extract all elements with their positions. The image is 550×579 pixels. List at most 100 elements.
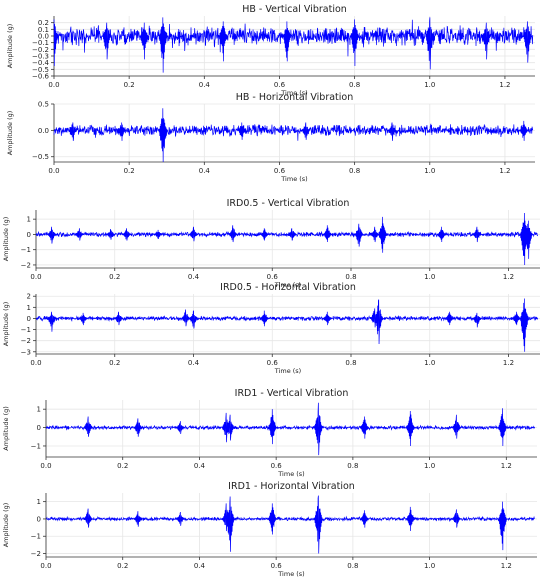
x-axis-label: Time (s) — [277, 470, 304, 478]
chart-panel-1: 0.0 0.2 0.4 0.6 0.8 1.0 1.20.20.10.0−0.1−0.2−0… — [6, 4, 535, 97]
x-tick-label: 0.6 — [267, 359, 279, 367]
x-tick-label: 0.2 — [124, 167, 135, 175]
signal-trace — [53, 17, 534, 73]
x-tick-label: 0.6 — [274, 81, 286, 89]
signal-trace — [45, 402, 536, 456]
y-axis-label: Amplitude (g) — [2, 217, 10, 262]
chart-panel-6: 0.0 0.2 0.4 0.6 0.8 1.0 1.2 1 0 −1 −2 IRD1 - Horizo… — [2, 481, 537, 578]
x-tick-label: 0.2 — [109, 359, 120, 367]
y-tick-label: 0 — [37, 424, 41, 432]
x-tick-label: 1.0 — [424, 359, 435, 367]
x-tick-label: 0.2 — [117, 562, 128, 570]
x-tick-label: 0.0 — [48, 167, 59, 175]
x-axis-label: Time (s) — [280, 175, 307, 183]
x-tick-label: 1.2 — [499, 167, 510, 175]
x-tick-label: 1.0 — [424, 167, 435, 175]
x-tick-label: 0.0 — [40, 562, 51, 570]
y-tick-label: −0.5 — [32, 153, 49, 161]
y-tick-label: 2 — [27, 293, 31, 301]
x-tick-label: 0.0 — [40, 462, 51, 470]
y-tick-label: 0 — [27, 315, 31, 323]
y-tick-label: −1 — [31, 442, 41, 450]
chart-panel-2: 0.0 0.2 0.4 0.6 0.8 1.0 1.2 0.5 0.0 −0.5 HB - Hori… — [6, 92, 535, 183]
y-tick-label: 0.0 — [38, 33, 49, 41]
y-axis-label: Amplitude (g) — [6, 24, 14, 69]
y-axis-label: Amplitude (g) — [2, 503, 10, 548]
x-tick-label: 0.4 — [188, 273, 200, 281]
x-tick-label: 1.2 — [503, 359, 514, 367]
x-tick-label: 0.4 — [199, 81, 211, 89]
chart-panel-5: 0.0 0.2 0.4 0.6 0.8 1.0 1.2 1 0 −1 IRD1 - Vertical… — [2, 388, 537, 478]
y-tick-label: 0 — [37, 515, 41, 523]
y-tick-label: −1 — [31, 533, 41, 541]
y-tick-label: 0.5 — [38, 101, 49, 109]
y-tick-label: −0.1 — [32, 39, 49, 47]
x-axis-label: Time (s) — [277, 570, 304, 578]
y-tick-label: −0.5 — [32, 66, 49, 74]
y-tick-label: −2 — [21, 261, 31, 269]
chart-title: IRD1 - Vertical Vibration — [235, 388, 349, 399]
signal-trace — [53, 108, 534, 163]
y-tick-label: −2 — [21, 337, 31, 345]
y-tick-label: 0.2 — [38, 19, 49, 27]
x-tick-label: 0.2 — [109, 273, 120, 281]
signal-trace — [35, 298, 538, 352]
x-tick-label: 0.4 — [188, 359, 200, 367]
y-tick-label: −0.4 — [32, 59, 50, 67]
x-tick-label: 0.0 — [30, 273, 41, 281]
y-tick-label: −3 — [21, 348, 31, 356]
x-tick-label: 0.6 — [274, 167, 286, 175]
y-tick-label: −1 — [21, 246, 31, 254]
y-tick-label: 1 — [37, 406, 41, 414]
y-tick-label: 0 — [27, 231, 31, 239]
x-tick-label: 0.8 — [347, 462, 358, 470]
x-axis-label: Time (s) — [280, 89, 307, 97]
chart-title: IRD0.5 - Horizontal Vibration — [220, 282, 356, 293]
x-tick-label: 1.0 — [424, 273, 435, 281]
y-tick-label: 1 — [27, 304, 31, 312]
x-tick-label: 0.6 — [271, 562, 283, 570]
x-tick-label: 1.2 — [503, 273, 514, 281]
chart-title: HB - Vertical Vibration — [242, 4, 347, 15]
x-tick-label: 0.6 — [267, 273, 279, 281]
x-axis-label: Time (s) — [274, 367, 301, 375]
x-tick-label: 0.8 — [345, 359, 356, 367]
x-tick-label: 0.6 — [271, 462, 283, 470]
x-tick-label: 0.2 — [124, 81, 135, 89]
signal-trace — [35, 213, 538, 265]
chart-title: IRD0.5 - Vertical Vibration — [227, 198, 350, 209]
chart-title: HB - Horizontal Vibration — [236, 92, 354, 103]
y-axis-label: Amplitude (g) — [2, 406, 10, 451]
x-tick-label: 1.0 — [424, 81, 435, 89]
y-axis-label: Amplitude (g) — [6, 111, 14, 156]
x-axis-label: Time (s) — [274, 281, 301, 289]
y-tick-label: −2 — [31, 550, 41, 558]
y-tick-label: −0.2 — [32, 46, 49, 54]
x-tick-label: 0.8 — [349, 81, 360, 89]
y-axis-label: Amplitude (g) — [2, 302, 10, 347]
x-tick-label: 1.2 — [501, 562, 512, 570]
y-tick-label: −1 — [21, 326, 31, 334]
x-tick-label: 0.0 — [30, 359, 41, 367]
chart-panel-4: 0.0 0.2 0.4 0.6 0.8 1.0 1.2 2 1 0 −1 −2 −3 IRD0.5 - H… — [2, 282, 540, 375]
x-tick-label: 0.8 — [345, 273, 356, 281]
y-tick-label: 0.0 — [38, 127, 49, 135]
y-tick-label: 1 — [27, 216, 31, 224]
x-tick-label: 0.2 — [117, 462, 128, 470]
x-tick-label: 0.4 — [194, 562, 206, 570]
x-tick-label: 1.2 — [501, 462, 512, 470]
x-tick-label: 0.8 — [349, 167, 360, 175]
x-tick-label: 0.8 — [347, 562, 358, 570]
y-tick-label: 0.1 — [38, 26, 49, 34]
x-tick-label: 0.0 — [48, 81, 59, 89]
x-tick-label: 1.2 — [499, 81, 510, 89]
y-tick-label: −0.3 — [32, 53, 49, 61]
chart-title: IRD1 - Horizontal Vibration — [228, 481, 355, 492]
x-tick-label: 0.4 — [194, 462, 206, 470]
signal-trace — [45, 495, 535, 554]
x-tick-label: 1.0 — [424, 462, 435, 470]
x-tick-label: 0.4 — [199, 167, 211, 175]
y-tick-label: 1 — [37, 498, 41, 506]
